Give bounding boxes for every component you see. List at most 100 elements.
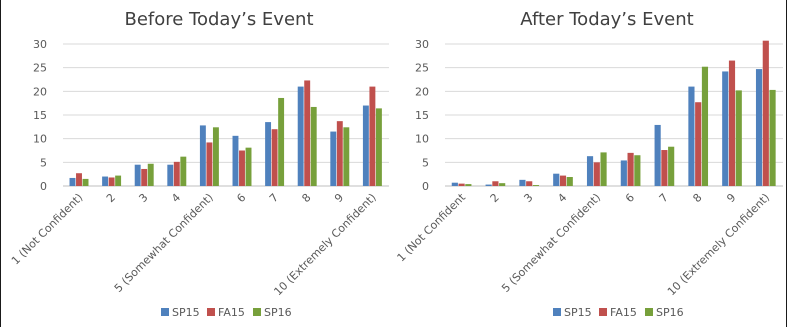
legend-swatch-sp16: [253, 308, 261, 316]
x-category-label: 9: [332, 191, 346, 205]
y-tick-label: 20: [33, 85, 47, 98]
legend-swatch-fa15: [207, 308, 215, 316]
y-tick-label: 10: [33, 133, 47, 146]
bar-fa15-5: [206, 142, 212, 186]
bar-sp16-2: [115, 176, 121, 186]
bar-fa15-6: [239, 151, 245, 187]
bar-sp15-2: [102, 177, 108, 186]
y-tick-label: 30: [415, 38, 429, 51]
x-category-label: 9: [724, 191, 738, 205]
bar-fa15-7: [661, 150, 667, 186]
x-category-label: 5 (Somewhat Confident): [112, 191, 216, 295]
bar-sp15-4: [167, 165, 173, 186]
bar-sp15-8: [688, 87, 694, 186]
bar-fa15-2: [109, 177, 115, 186]
x-category-label: 4: [169, 191, 183, 205]
bar-sp15-1: [452, 183, 458, 186]
bar-sp16-8: [702, 67, 708, 186]
bar-sp15-3: [135, 165, 141, 186]
x-category-label: 8: [299, 191, 313, 205]
chart-title: Before Today’s Event: [124, 9, 313, 30]
x-category-label: 4: [555, 191, 569, 205]
bar-fa15-2: [492, 181, 498, 186]
y-tick-label: 10: [415, 133, 429, 146]
x-category-label: 8: [690, 191, 704, 205]
bar-sp16-8: [311, 107, 317, 186]
y-tick-label: 5: [422, 156, 429, 169]
bar-sp15-10: [363, 106, 369, 186]
bar-sp16-4: [567, 177, 573, 186]
bar-sp15-10: [756, 69, 762, 186]
bar-fa15-3: [526, 181, 532, 186]
bar-sp15-5: [587, 156, 593, 186]
x-category-label: 3: [136, 191, 150, 205]
bar-sp16-7: [278, 98, 284, 186]
x-category-label: 7: [267, 191, 281, 205]
bar-sp15-6: [621, 160, 627, 186]
bar-sp16-7: [668, 147, 674, 186]
legend-swatch-sp15: [553, 308, 561, 316]
bar-sp16-3: [148, 164, 154, 186]
chart-title: After Today’s Event: [520, 9, 693, 30]
x-category-label: 6: [234, 191, 248, 205]
bar-fa15-7: [272, 129, 278, 186]
bar-sp15-1: [70, 178, 76, 186]
x-category-label: 1 (Not Confident: [395, 190, 469, 264]
legend-label-sp15: SP15: [172, 306, 200, 319]
x-category-label: 2: [104, 191, 118, 205]
bar-sp16-6: [246, 148, 252, 186]
legend-label-fa15: FA15: [610, 306, 637, 319]
legend-swatch-sp15: [161, 308, 169, 316]
y-tick-label: 30: [33, 38, 47, 51]
bar-sp16-9: [343, 127, 349, 186]
bar-sp15-9: [330, 132, 336, 186]
bar-sp16-3: [533, 185, 539, 186]
bar-sp16-6: [634, 155, 640, 186]
y-tick-label: 20: [415, 85, 429, 98]
bar-sp16-1: [83, 179, 89, 186]
bar-fa15-3: [141, 169, 147, 186]
bar-fa15-5: [594, 162, 600, 186]
bar-sp16-9: [736, 90, 742, 186]
bar-sp16-4: [180, 157, 186, 186]
bar-fa15-9: [729, 61, 735, 186]
bar-sp15-7: [265, 122, 271, 186]
bar-sp16-5: [600, 152, 606, 186]
x-category-label: 6: [623, 191, 637, 205]
y-tick-label: 25: [415, 62, 429, 75]
bar-fa15-8: [304, 80, 310, 186]
bar-sp15-5: [200, 125, 206, 186]
x-category-label: 3: [521, 191, 535, 205]
x-category-label: 5 (Somewhat Confident): [499, 191, 603, 295]
legend-swatch-fa15: [599, 308, 607, 316]
bar-sp16-10: [769, 90, 775, 186]
bar-sp15-3: [519, 180, 525, 186]
bar-sp16-2: [499, 183, 505, 186]
bar-sp16-1: [465, 184, 471, 186]
bar-fa15-4: [174, 162, 180, 186]
legend-label-sp16: SP16: [264, 306, 292, 319]
bar-sp15-6: [233, 136, 239, 186]
bar-sp15-8: [298, 87, 304, 186]
legend-label-sp15: SP15: [564, 306, 592, 319]
bar-fa15-1: [76, 173, 82, 186]
chart-1: Before Today’s Event 0 5 10 15 20 25 30 1 (Not C…: [9, 9, 389, 319]
bar-sp15-7: [655, 125, 661, 186]
legend-label-sp16: SP16: [656, 306, 684, 319]
y-tick-label: 25: [33, 62, 47, 75]
bar-sp15-2: [486, 185, 492, 186]
x-category-label: 10 (Extremely Confident): [665, 191, 772, 298]
y-tick-label: 15: [33, 109, 47, 122]
bar-fa15-1: [459, 184, 465, 186]
legend-label-fa15: FA15: [218, 306, 245, 319]
bar-fa15-8: [695, 102, 701, 186]
x-category-label: 2: [488, 191, 502, 205]
chart-2: After Today’s Event 0 5 10 15 20 25 30 1 (Not Co…: [395, 9, 783, 319]
bar-fa15-10: [763, 41, 769, 186]
x-category-label: 10 (Extremely Confident): [271, 191, 378, 298]
bar-fa15-4: [560, 176, 566, 186]
y-tick-label: 5: [40, 156, 47, 169]
legend-swatch-sp16: [645, 308, 653, 316]
